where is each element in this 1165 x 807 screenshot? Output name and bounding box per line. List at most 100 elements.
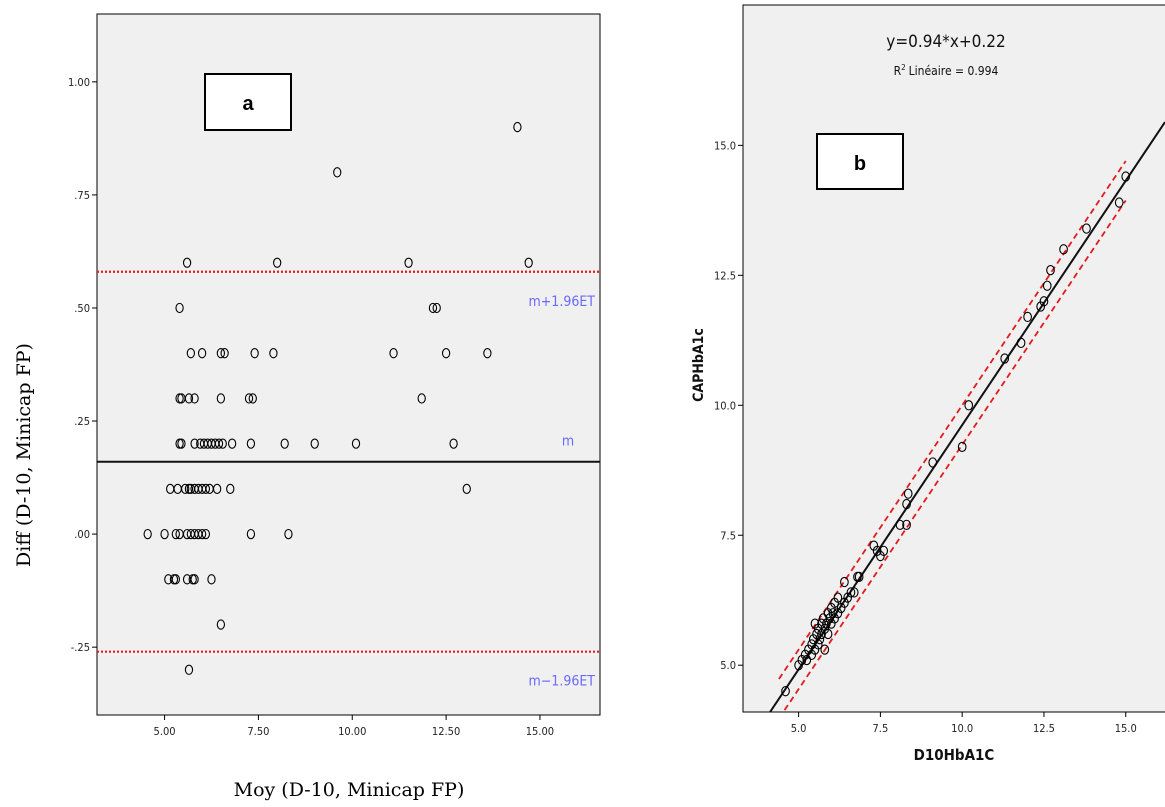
y-tick-label: .50 <box>74 302 90 315</box>
data-point <box>849 587 859 598</box>
data-point <box>957 441 967 453</box>
reference-line-label: m−1.96ET <box>528 674 595 690</box>
data-point <box>186 348 195 359</box>
correlation-panel: 5.0 7.5 10.0 12.5 15.0 5.0 7.5 10.0 12.5 15.0 y=… <box>691 4 1165 764</box>
data-point <box>483 348 492 359</box>
data-point <box>220 348 229 359</box>
bland-altman-panel: m+1.96ET m m−1.96ET 1.00 .75 .50 .25 .00 -.25 5… <box>13 13 601 801</box>
y-axis-ticks-a: 1.00 .75 .50 .25 .00 -.25 <box>68 76 97 654</box>
y-tick-label: .75 <box>74 189 90 202</box>
data-point <box>428 302 438 314</box>
y-tick-label: 7.5 <box>720 529 736 542</box>
panel-label-b: b <box>854 153 866 175</box>
x-tick-label: 5.0 <box>791 722 807 735</box>
data-point <box>244 393 254 404</box>
x-tick-label: 12.5 <box>1033 722 1055 735</box>
data-point <box>833 592 843 603</box>
data-point <box>171 574 180 585</box>
data-point <box>828 608 838 619</box>
data-point <box>143 528 152 540</box>
reference-line-label: m+1.96ET <box>528 294 595 310</box>
data-point <box>1114 197 1124 208</box>
data-point <box>310 438 319 449</box>
x-tick-label: 12.50 <box>432 725 460 738</box>
data-point <box>840 576 849 588</box>
data-point <box>227 438 237 449</box>
plot-area-a <box>96 13 601 716</box>
plot-area-b <box>742 4 1165 713</box>
data-points-b <box>781 171 1131 697</box>
x-tick-label: 10.0 <box>951 722 973 735</box>
data-point <box>854 571 864 582</box>
data-point <box>389 348 398 359</box>
data-point <box>895 519 905 531</box>
data-point <box>177 438 186 449</box>
data-point <box>928 457 938 468</box>
data-point <box>462 483 471 495</box>
x-axis-label-b: D10HbA1C <box>914 746 995 764</box>
data-point <box>181 483 190 495</box>
y-axis-label-a: Diff (D-10, Minicap FP) <box>13 343 35 567</box>
data-point <box>216 393 226 404</box>
data-point <box>441 348 451 359</box>
data-point <box>226 483 235 495</box>
data-point <box>1000 353 1010 364</box>
x-tick-label: 10.00 <box>338 725 366 738</box>
y-tick-label: -.25 <box>71 641 90 654</box>
data-point <box>1023 311 1032 323</box>
x-axis-ticks-a: 5.00 7.50 10.00 12.50 15.00 <box>154 715 554 738</box>
y-tick-label: 5.0 <box>720 659 736 672</box>
data-point <box>197 348 207 359</box>
data-point <box>802 654 812 666</box>
data-point <box>351 438 361 449</box>
x-tick-label: 7.50 <box>247 725 269 738</box>
data-point <box>216 619 226 630</box>
x-tick-label: 15.00 <box>526 725 554 738</box>
data-point <box>815 634 825 645</box>
data-point <box>269 348 278 359</box>
data-points-a <box>143 121 533 675</box>
data-point <box>1082 223 1091 234</box>
x-tick-label: 7.5 <box>873 722 889 735</box>
data-point <box>902 519 911 531</box>
data-point <box>813 639 823 650</box>
data-point <box>248 393 257 404</box>
data-point <box>201 528 211 540</box>
x-tick-label: 5.00 <box>154 725 176 738</box>
reference-lines-a: m+1.96ET m m−1.96ET <box>97 270 600 690</box>
data-point <box>246 528 256 540</box>
data-point <box>273 257 282 268</box>
data-point <box>903 488 913 499</box>
data-point <box>1046 264 1055 276</box>
panel-label-box-a <box>204 73 292 131</box>
x-tick-label: 15.0 <box>1115 722 1137 735</box>
data-point <box>184 393 194 404</box>
x-axis-ticks-b: 5.0 7.5 10.0 12.5 15.0 <box>791 712 1137 735</box>
y-tick-label: .25 <box>74 415 90 428</box>
data-point <box>190 438 199 449</box>
y-tick-label: .00 <box>74 528 90 541</box>
data-point <box>250 348 259 359</box>
data-point <box>1039 296 1049 307</box>
data-point <box>160 528 169 540</box>
data-point <box>417 393 426 404</box>
regression-equation: y=0.94*x+0.22 <box>886 32 1005 52</box>
y-tick-label: 15.0 <box>714 139 736 152</box>
data-point <box>171 528 180 540</box>
data-point <box>879 545 889 556</box>
data-point <box>513 121 522 133</box>
data-point <box>1121 171 1131 182</box>
data-point <box>449 438 458 449</box>
confidence-line <box>778 160 1127 680</box>
data-point <box>823 628 833 640</box>
data-point <box>207 574 216 585</box>
data-point <box>964 400 974 411</box>
data-point <box>524 257 533 268</box>
regression-lines-b <box>768 121 1165 712</box>
panel-label-a: a <box>242 93 254 115</box>
y-axis-ticks-b: 5.0 7.5 10.0 12.5 15.0 <box>714 139 743 672</box>
data-point <box>820 644 830 655</box>
data-point <box>201 483 211 495</box>
data-point <box>218 438 227 449</box>
